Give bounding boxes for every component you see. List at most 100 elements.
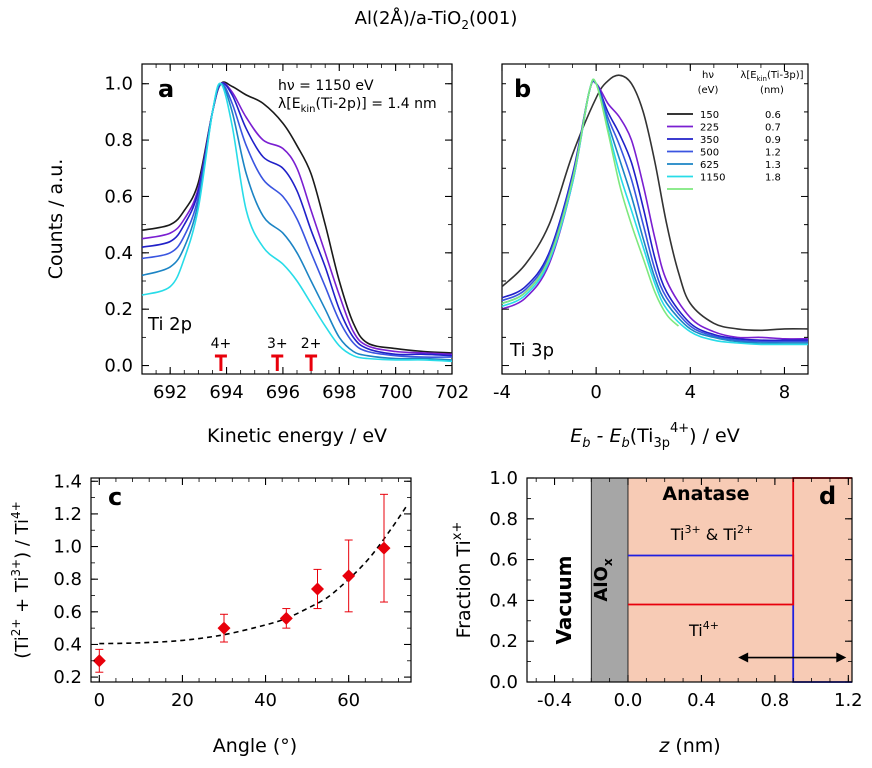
- legend-lambda-5: 1.8: [765, 173, 781, 184]
- panel-a-series-500: [141, 82, 453, 358]
- panel-b-series-225: [501, 80, 809, 340]
- panel-d-y-tick-label: 0.2: [489, 631, 518, 652]
- panel-c-ylabel-sup2: 3+: [9, 559, 23, 577]
- panel-d-region-0: [527, 478, 592, 682]
- panel-a-x-tick-label: 702: [435, 382, 469, 403]
- panel-d-arrow-head-right: [836, 652, 847, 663]
- panel-c-y-tick-label: 0.2: [53, 667, 82, 688]
- panel-c-y-tick-label: 0.6: [53, 602, 82, 623]
- panel-a-x-tick-label: 692: [153, 382, 187, 403]
- panel-c-y-tick-label: 1.4: [53, 471, 82, 492]
- figure-title: Al(2Å)/a-TiO2(001): [355, 7, 518, 32]
- panel-c-x-tick-label: 60: [337, 690, 360, 711]
- panel-b-series-extra: [501, 78, 680, 327]
- panel-d-ti34-b: & Ti: [701, 525, 737, 544]
- legend-header-nm: (nm): [760, 85, 784, 96]
- panel-c-letter: c: [108, 483, 122, 511]
- panel-b-xlabel-paren: (Ti: [630, 425, 654, 447]
- figure-title-main: Al(2Å)/a-TiO: [355, 7, 462, 29]
- panel-a-lambda-post: (Ti-2p)] = 1.4 nm: [316, 96, 437, 112]
- legend-hv-4: 625: [700, 160, 719, 171]
- legend-hv-5: 1150: [700, 173, 725, 184]
- panel-b-xlabel-sup: 4+: [670, 421, 689, 436]
- panel-c-points: [92, 493, 391, 673]
- panel-d-ti4-main: Ti: [688, 621, 703, 640]
- panel-c-ylabel-sup3: 4+: [9, 501, 23, 519]
- panel-a-x-tick-label: 694: [209, 382, 243, 403]
- panel-c-x-tick-label: 20: [171, 690, 194, 711]
- panel-c-y-ticks: 0.2 0.4 0.6 0.8 1.0 1.2 1.4: [53, 471, 411, 688]
- panel-b-core-level: Ti 3p: [509, 340, 554, 361]
- legend-lambda-1: 0.7: [765, 123, 781, 134]
- panel-b-xlabel-mid: - E: [591, 425, 622, 447]
- panel-c-y-axis-label: (Ti2+ + Ti3+) / Ti4+: [9, 501, 33, 659]
- panel-d-x-tick-label: 0.4: [687, 690, 716, 711]
- panel-d-y-tick-label: 0.8: [489, 509, 518, 530]
- legend-hv-0: 150: [700, 110, 719, 121]
- panel-d-x-tick-label: 0.8: [761, 690, 790, 711]
- panel-a: 692 694 696 698 700 702 0.0 0.2 0.4 0.6 0.8 1.0 4+…: [45, 63, 469, 447]
- panel-a-letter: a: [158, 75, 174, 103]
- panel-a-x-tick-label: 696: [266, 382, 300, 403]
- panel-a-series-350: [141, 82, 453, 357]
- panel-c-ylabel-sup1: 2+: [9, 619, 23, 637]
- panel-a-hv-annotation: hν = 1150 eV: [278, 78, 374, 94]
- panel-d-y-ticks: 0.0 0.2 0.4 0.6 0.8 1.0: [489, 468, 852, 693]
- legend-header-lambda-pre: λ[E: [740, 70, 756, 81]
- panel-a-lambda-pre: λ[E: [278, 96, 301, 112]
- panel-b-legend: hν (eV) λ[Ekin(Ti-3p)] (nm) 150 0.6 225 0.7 350 0…: [667, 70, 804, 190]
- panel-a-oxidation-markers: 4+ 3+ 2+: [211, 336, 321, 371]
- panel-a-series: [141, 81, 453, 363]
- panel-b-series-625: [501, 79, 808, 344]
- legend-hv-2: 350: [700, 135, 719, 146]
- panel-d-arrow-head-left: [738, 652, 749, 663]
- panel-c-x-axis-label: Angle (°): [213, 735, 297, 757]
- panel-c-ylabel-pre: (Ti: [12, 636, 33, 658]
- panel-a-y-tick-label: 0.2: [104, 299, 133, 320]
- panel-d-region-1: [591, 478, 628, 682]
- panel-b-x-tick-label: 4: [685, 382, 696, 403]
- panel-c-fit-line: [99, 505, 408, 645]
- panel-b-xlabel-sub2: b: [621, 436, 629, 451]
- panel-b-series-1150: [501, 78, 808, 346]
- panel-d-ylabel-pre: Fraction Ti: [453, 540, 475, 638]
- panel-a-lambda-annotation: λ[Ekin(Ti-2p)] = 1.4 nm: [278, 96, 437, 115]
- panel-b-x-tick-label: -4: [493, 382, 511, 403]
- panel-c-y-tick-label: 1.2: [53, 504, 82, 525]
- panel-a-y-ticks: 0.0 0.2 0.4 0.6 0.8 1.0: [104, 74, 452, 377]
- panel-d-ylabel-sup: x+: [450, 522, 465, 541]
- panel-d-xlabel-pre: z: [658, 735, 670, 757]
- panel-b-xlabel-sub1: b: [582, 436, 590, 451]
- panel-b: -4 0 4 8 hν (eV) λ[Ekin(Ti-3p)] (nm) 150 0.6 225 0…: [493, 63, 809, 451]
- panel-d-vacuum-label: Vacuum: [552, 555, 576, 644]
- panel-c-ylabel-post: ) / Ti: [12, 519, 33, 559]
- panel-a-y-axis-label: Counts / a.u.: [45, 159, 67, 280]
- panel-d-width-arrow: [738, 652, 847, 663]
- panel-a-x-tick-label: 700: [378, 382, 412, 403]
- panel-d-ti4-label: Ti4+: [688, 619, 719, 640]
- legend-lambda-3: 1.2: [765, 148, 781, 159]
- panel-d-alox-main: AlO: [591, 566, 612, 601]
- panel-b-series-500: [501, 79, 808, 343]
- legend-header-lambda-sub: kin: [757, 75, 767, 83]
- legend-hv-3: 500: [700, 148, 719, 159]
- panel-d-ti34-label: Ti3+ & Ti2+: [670, 523, 754, 544]
- panel-c-y-tick-label: 1.0: [53, 537, 82, 558]
- panel-d-ti34-sup2: 2+: [737, 523, 753, 536]
- panel-d-y-tick-label: 1.0: [489, 468, 518, 489]
- panel-b-xlabel-post: ) / eV: [689, 425, 740, 447]
- panel-a-marker-label-4+: 4+: [211, 336, 232, 352]
- panel-c: 0 20 40 60 0.2 0.4 0.6 0.8 1.0 1.2 1.4 c Angle (°…: [9, 471, 412, 757]
- panel-a-series-625: [141, 82, 453, 361]
- panel-d-ti34-sup1: 3+: [684, 523, 700, 536]
- panel-b-series-350: [501, 80, 808, 342]
- panel-b-x-tick-label: 8: [779, 382, 790, 403]
- legend-lambda-4: 1.3: [765, 160, 781, 171]
- panel-a-marker-label-3+: 3+: [267, 336, 288, 352]
- panel-a-y-tick-label: 0.8: [104, 130, 133, 151]
- panel-d-xlabel-post: (nm): [669, 735, 720, 757]
- panel-d-alox-label: AlOx: [591, 558, 615, 601]
- panel-b-x-ticks: -4 0 4 8: [493, 64, 809, 403]
- panel-d-x-axis-label: z (nm): [658, 735, 720, 757]
